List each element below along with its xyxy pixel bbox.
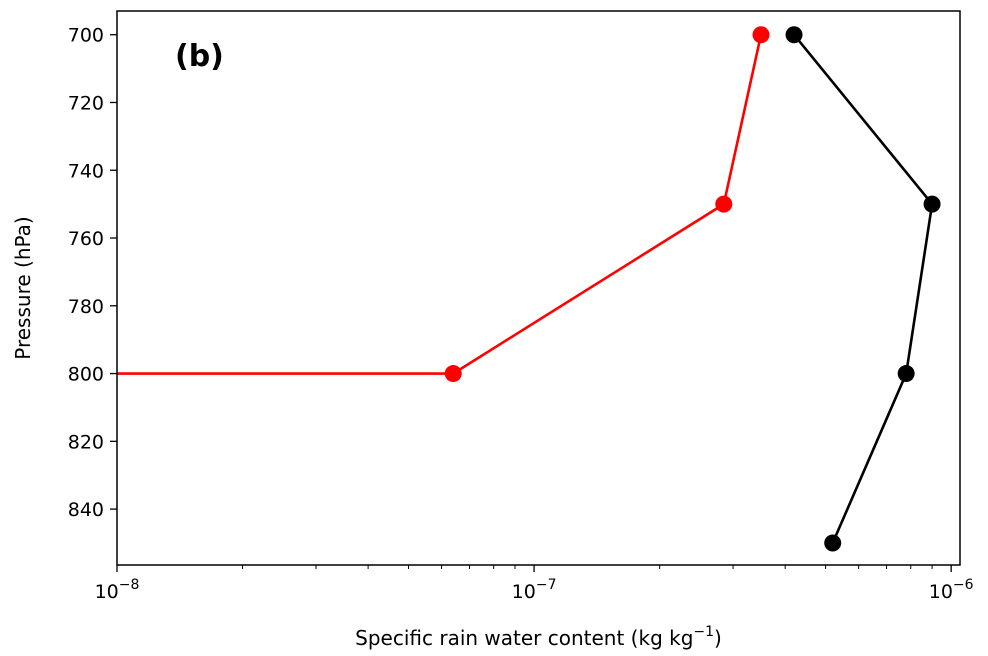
series-2-marker <box>785 26 803 44</box>
y-tick-label: 740 <box>68 160 104 182</box>
series-1-marker <box>444 365 462 383</box>
axes-frame <box>116 10 961 566</box>
x-tick-label-exponent: −6 <box>953 577 974 593</box>
x-tick-label: 10−6 <box>929 577 974 603</box>
series-2-marker <box>897 365 915 383</box>
x-tick-label: 10−8 <box>95 577 140 603</box>
x-tick-label: 10−7 <box>512 577 557 603</box>
x-axis-title-end: ) <box>714 626 722 650</box>
y-tick-label: 720 <box>68 92 104 114</box>
series-2-marker <box>824 534 842 552</box>
y-axis-title: Pressure (hPa) <box>11 216 35 359</box>
x-axis: 10−8 10−7 10−6 <box>95 565 974 603</box>
y-axis: 700 720 740 760 780 800 820 840 <box>68 25 117 521</box>
series-2-line <box>792 33 934 544</box>
x-tick-label-base: 10 <box>512 581 536 603</box>
panel-label: (b) <box>175 39 224 74</box>
y-tick-label: 840 <box>68 499 104 521</box>
y-tick-label: 760 <box>68 228 104 250</box>
x-tick-label-exponent: −7 <box>536 577 557 593</box>
y-tick-label: 800 <box>68 364 104 386</box>
x-tick-label-base: 10 <box>929 581 953 603</box>
x-axis-title: Specific rain water content (kg kg−1) <box>355 624 722 650</box>
x-tick-label-base: 10 <box>95 581 119 603</box>
y-tick-label: 700 <box>68 25 104 47</box>
series-2-marker <box>923 195 941 213</box>
x-tick-label-exponent: −8 <box>119 577 140 593</box>
series-1-marker <box>715 195 733 213</box>
y-tick-label: 780 <box>68 296 104 318</box>
y-tick-label: 820 <box>68 431 104 453</box>
x-axis-title-superscript: −1 <box>693 624 714 640</box>
series-1-line <box>117 34 763 375</box>
series-1-marker <box>752 26 770 44</box>
plot-area <box>117 26 941 552</box>
x-axis-title-main: Specific rain water content (kg kg <box>355 626 693 650</box>
